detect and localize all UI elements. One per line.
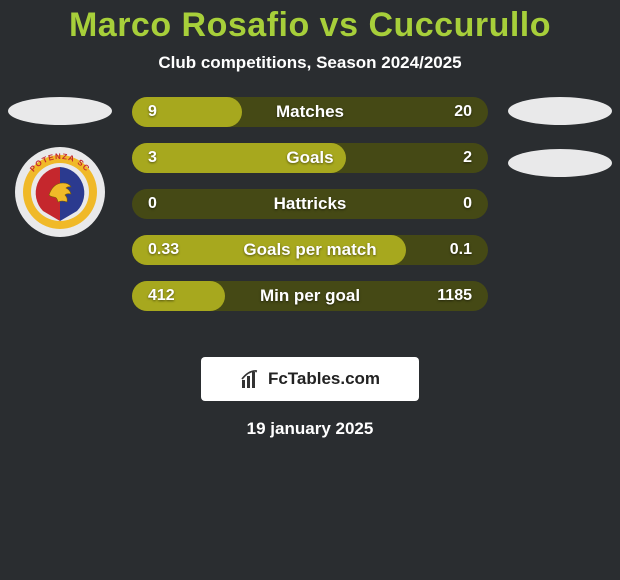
- comparison-stage: POTENZA SC 9Matches203Goals20Hattricks00…: [0, 97, 620, 343]
- stat-row: 0.33Goals per match0.1: [132, 235, 488, 265]
- brand-text: FcTables.com: [268, 369, 380, 389]
- stat-left-value: 0: [148, 195, 157, 213]
- player-placeholder-ellipse: [508, 149, 612, 177]
- club-crest-icon: POTENZA SC: [21, 153, 99, 231]
- stat-row: 9Matches20: [132, 97, 488, 127]
- page-title: Marco Rosafio vs Cuccurullo: [0, 0, 620, 45]
- player-placeholder-ellipse: [8, 97, 112, 125]
- stat-right-value: 20: [454, 103, 472, 121]
- subtitle: Club competitions, Season 2024/2025: [0, 53, 620, 73]
- stat-row: 0Hattricks0: [132, 189, 488, 219]
- club-badge: POTENZA SC: [15, 147, 105, 237]
- stat-row: 412Min per goal1185: [132, 281, 488, 311]
- stat-left-value: 412: [148, 287, 175, 305]
- stat-right-value: 0: [463, 195, 472, 213]
- comparison-bars: 9Matches20 3Goals2 0Hattricks0 0.33Goals pe…: [132, 97, 488, 311]
- stat-right-value: 1185: [437, 287, 472, 305]
- stat-right-value: 2: [463, 149, 472, 167]
- player-left-column: POTENZA SC: [8, 97, 112, 237]
- player-placeholder-ellipse: [508, 97, 612, 125]
- stat-row: 3Goals2: [132, 143, 488, 173]
- stat-left-value: 3: [148, 149, 157, 167]
- stat-right-value: 0.1: [450, 241, 472, 259]
- brand-badge: FcTables.com: [201, 357, 419, 401]
- stat-row-fill: [132, 143, 346, 173]
- stat-label: Hattricks: [132, 194, 488, 214]
- stat-row-fill: [132, 281, 225, 311]
- stat-left-value: 9: [148, 103, 157, 121]
- player-right-column: [508, 97, 612, 177]
- bars-chart-icon: [240, 368, 262, 390]
- stat-left-value: 0.33: [148, 241, 179, 259]
- snapshot-date: 19 january 2025: [0, 419, 620, 439]
